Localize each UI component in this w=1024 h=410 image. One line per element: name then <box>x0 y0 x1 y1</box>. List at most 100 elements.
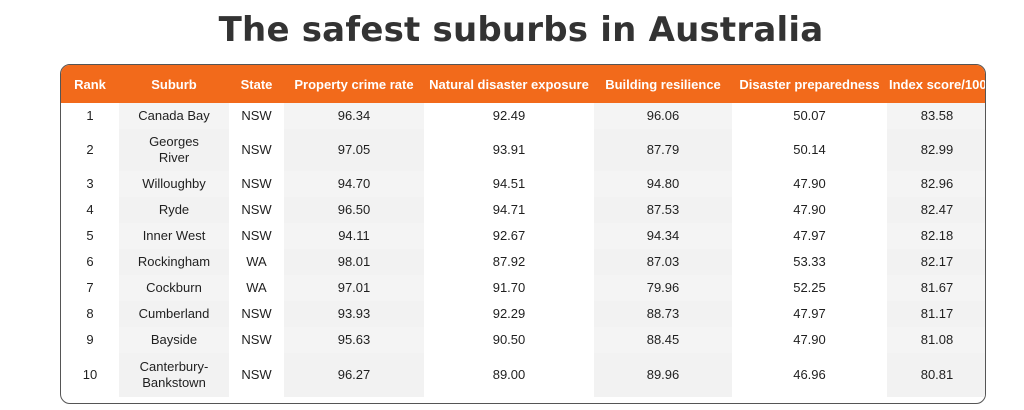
table-row: 9 Bayside NSW 95.63 90.50 88.45 47.90 81.08 <box>61 327 985 353</box>
cell-rank: 1 <box>86 108 94 123</box>
table-row: 6 Rockingham WA 98.01 87.92 87.03 53.33 82.17 <box>61 249 985 275</box>
suburb-name-line: Willoughby <box>142 176 206 191</box>
cell-index-score: 81.67 <box>887 275 985 301</box>
cell-suburb: Inner West <box>119 223 229 249</box>
header-property-crime-rate: Property crime rate <box>284 65 424 103</box>
suburb-name-line: Cockburn <box>146 280 202 295</box>
cell-state: NSW <box>241 176 272 191</box>
header-rank: Rank <box>61 65 119 103</box>
cell-natural-disaster-exposure: 94.71 <box>492 202 526 217</box>
cell-state: NSW <box>241 202 272 217</box>
cell-suburb: Canada Bay <box>119 103 229 129</box>
header-suburb: Suburb <box>119 65 229 103</box>
cell-rank: 10 <box>82 367 98 382</box>
suburbs-table: Rank Suburb State Property crime rate Na… <box>61 65 985 397</box>
suburb-name-line: Rockingham <box>137 254 211 269</box>
cell-disaster-preparedness: 47.90 <box>793 176 826 191</box>
cell-suburb: Ryde <box>119 197 229 223</box>
cell-building-resilience: 87.53 <box>594 197 732 223</box>
cell-index-score: 81.08 <box>887 327 985 353</box>
cell-suburb: Willoughby <box>119 171 229 197</box>
cell-state: NSW <box>241 367 272 382</box>
suburb-name-line: Georges <box>149 134 199 149</box>
cell-disaster-preparedness: 47.90 <box>793 332 826 347</box>
table-row: 10 Canterbury- Bankstown NSW 96.27 89.00 89.96… <box>61 353 985 397</box>
page-title: The safest suburbs in Australia <box>218 10 824 50</box>
table-row: 8 Cumberland NSW 93.93 92.29 88.73 47.97 81.17 <box>61 301 985 327</box>
cell-natural-disaster-exposure: 92.49 <box>492 108 526 123</box>
cell-property-crime-rate: 94.11 <box>284 223 424 249</box>
cell-building-resilience: 87.03 <box>594 249 732 275</box>
cell-index-score: 80.81 <box>887 353 985 397</box>
cell-building-resilience: 94.34 <box>594 223 732 249</box>
cell-property-crime-rate: 97.01 <box>284 275 424 301</box>
cell-disaster-preparedness: 50.07 <box>793 108 826 123</box>
cell-disaster-preparedness: 46.96 <box>793 367 826 382</box>
cell-index-score: 81.17 <box>887 301 985 327</box>
cell-natural-disaster-exposure: 89.00 <box>492 367 526 382</box>
cell-property-crime-rate: 94.70 <box>284 171 424 197</box>
cell-rank: 4 <box>86 202 94 217</box>
cell-property-crime-rate: 97.05 <box>284 129 424 171</box>
cell-rank: 7 <box>86 280 94 295</box>
cell-state: NSW <box>241 142 272 157</box>
cell-rank: 8 <box>86 306 94 321</box>
cell-disaster-preparedness: 47.90 <box>793 202 826 217</box>
cell-natural-disaster-exposure: 90.50 <box>492 332 526 347</box>
cell-index-score: 82.17 <box>887 249 985 275</box>
table-row: 3 Willoughby NSW 94.70 94.51 94.80 47.90 82.96 <box>61 171 985 197</box>
table-row: 5 Inner West NSW 94.11 92.67 94.34 47.97 82.18 <box>61 223 985 249</box>
suburb-name-line: Bankstown <box>142 375 206 390</box>
cell-index-score: 82.99 <box>887 129 985 171</box>
table-row: 7 Cockburn WA 97.01 91.70 79.96 52.25 81.67 <box>61 275 985 301</box>
cell-suburb: Georges River <box>119 129 229 171</box>
header-natural-disaster-exposure: Natural disaster exposure <box>424 65 594 103</box>
cell-state: NSW <box>241 332 272 347</box>
cell-index-score: 82.96 <box>887 171 985 197</box>
cell-state: WA <box>246 280 267 295</box>
suburb-name-line: Bayside <box>150 332 198 347</box>
cell-state: NSW <box>241 306 272 321</box>
table-header-row: Rank Suburb State Property crime rate Na… <box>61 65 985 103</box>
cell-suburb: Rockingham <box>119 249 229 275</box>
header-disaster-preparedness: Disaster preparedness <box>732 65 887 103</box>
cell-disaster-preparedness: 50.14 <box>793 142 826 157</box>
cell-suburb: Canterbury- Bankstown <box>119 353 229 397</box>
cell-rank: 6 <box>86 254 94 269</box>
cell-index-score: 83.58 <box>887 103 985 129</box>
header-building-resilience: Building resilience <box>594 65 732 103</box>
cell-suburb: Cockburn <box>119 275 229 301</box>
cell-rank: 5 <box>86 228 94 243</box>
cell-suburb: Bayside <box>119 327 229 353</box>
cell-building-resilience: 88.73 <box>594 301 732 327</box>
cell-natural-disaster-exposure: 91.70 <box>492 280 526 295</box>
suburb-name-line: Canterbury- <box>139 359 209 374</box>
cell-disaster-preparedness: 47.97 <box>793 306 826 321</box>
table-row: 1 Canada Bay NSW 96.34 92.49 96.06 50.07 83.58 <box>61 103 985 129</box>
cell-disaster-preparedness: 47.97 <box>793 228 826 243</box>
cell-natural-disaster-exposure: 92.29 <box>492 306 526 321</box>
header-index-score: Index score/100 <box>887 65 985 103</box>
suburb-name-line: Ryde <box>158 202 190 217</box>
cell-state: WA <box>246 254 267 269</box>
cell-state: NSW <box>241 228 272 243</box>
cell-natural-disaster-exposure: 94.51 <box>492 176 526 191</box>
header-state: State <box>229 65 284 103</box>
cell-natural-disaster-exposure: 87.92 <box>492 254 526 269</box>
table-body: 1 Canada Bay NSW 96.34 92.49 96.06 50.07 83.58 2… <box>61 103 985 397</box>
cell-building-resilience: 94.80 <box>594 171 732 197</box>
cell-building-resilience: 96.06 <box>594 103 732 129</box>
cell-rank: 2 <box>86 142 94 157</box>
cell-index-score: 82.47 <box>887 197 985 223</box>
cell-natural-disaster-exposure: 92.67 <box>492 228 526 243</box>
cell-suburb: Cumberland <box>119 301 229 327</box>
cell-rank: 9 <box>86 332 94 347</box>
cell-property-crime-rate: 98.01 <box>284 249 424 275</box>
table-row: 2 Georges River NSW 97.05 93.91 87.79 50.14 82.9… <box>61 129 985 171</box>
cell-building-resilience: 79.96 <box>594 275 732 301</box>
cell-property-crime-rate: 96.27 <box>284 353 424 397</box>
suburb-name-line: Canada Bay <box>138 108 210 123</box>
cell-building-resilience: 89.96 <box>594 353 732 397</box>
cell-index-score: 82.18 <box>887 223 985 249</box>
cell-building-resilience: 87.79 <box>594 129 732 171</box>
